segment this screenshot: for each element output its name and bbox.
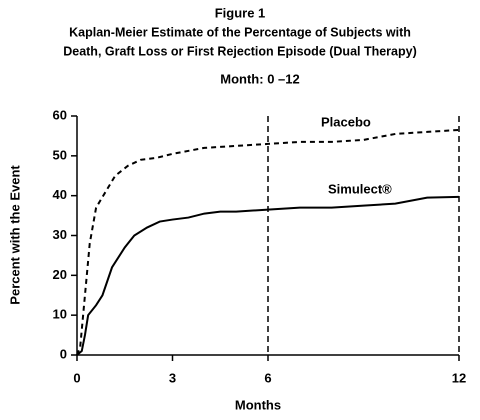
x-axis-label: Months	[235, 397, 281, 412]
series-label: Simulect®	[328, 181, 392, 196]
y-axis-label: Percent with the Event	[7, 165, 22, 305]
chart-subtitle: Death, Graft Loss or First Rejection Epi…	[63, 44, 417, 58]
chart-title: Figure 1	[215, 5, 266, 20]
chart-subtitle: Kaplan-Meier Estimate of the Percentage …	[69, 25, 411, 39]
y-tick-label: 60	[53, 107, 67, 122]
y-tick-label: 0	[60, 346, 67, 361]
x-tick-label: 0	[73, 370, 80, 385]
annotation: Month: 0 –12	[220, 71, 299, 86]
y-tick-label: 20	[53, 267, 67, 282]
series-label: Placebo	[321, 114, 371, 129]
x-tick-label: 6	[264, 370, 271, 385]
series-line	[76, 128, 460, 356]
x-tick-label: 3	[169, 370, 176, 385]
y-tick-label: 50	[53, 147, 67, 162]
y-tick-label: 40	[53, 187, 67, 202]
y-tick-label: 30	[53, 227, 67, 242]
y-tick-label: 10	[53, 307, 67, 322]
x-tick-label: 12	[452, 370, 466, 385]
series-line	[76, 195, 460, 356]
